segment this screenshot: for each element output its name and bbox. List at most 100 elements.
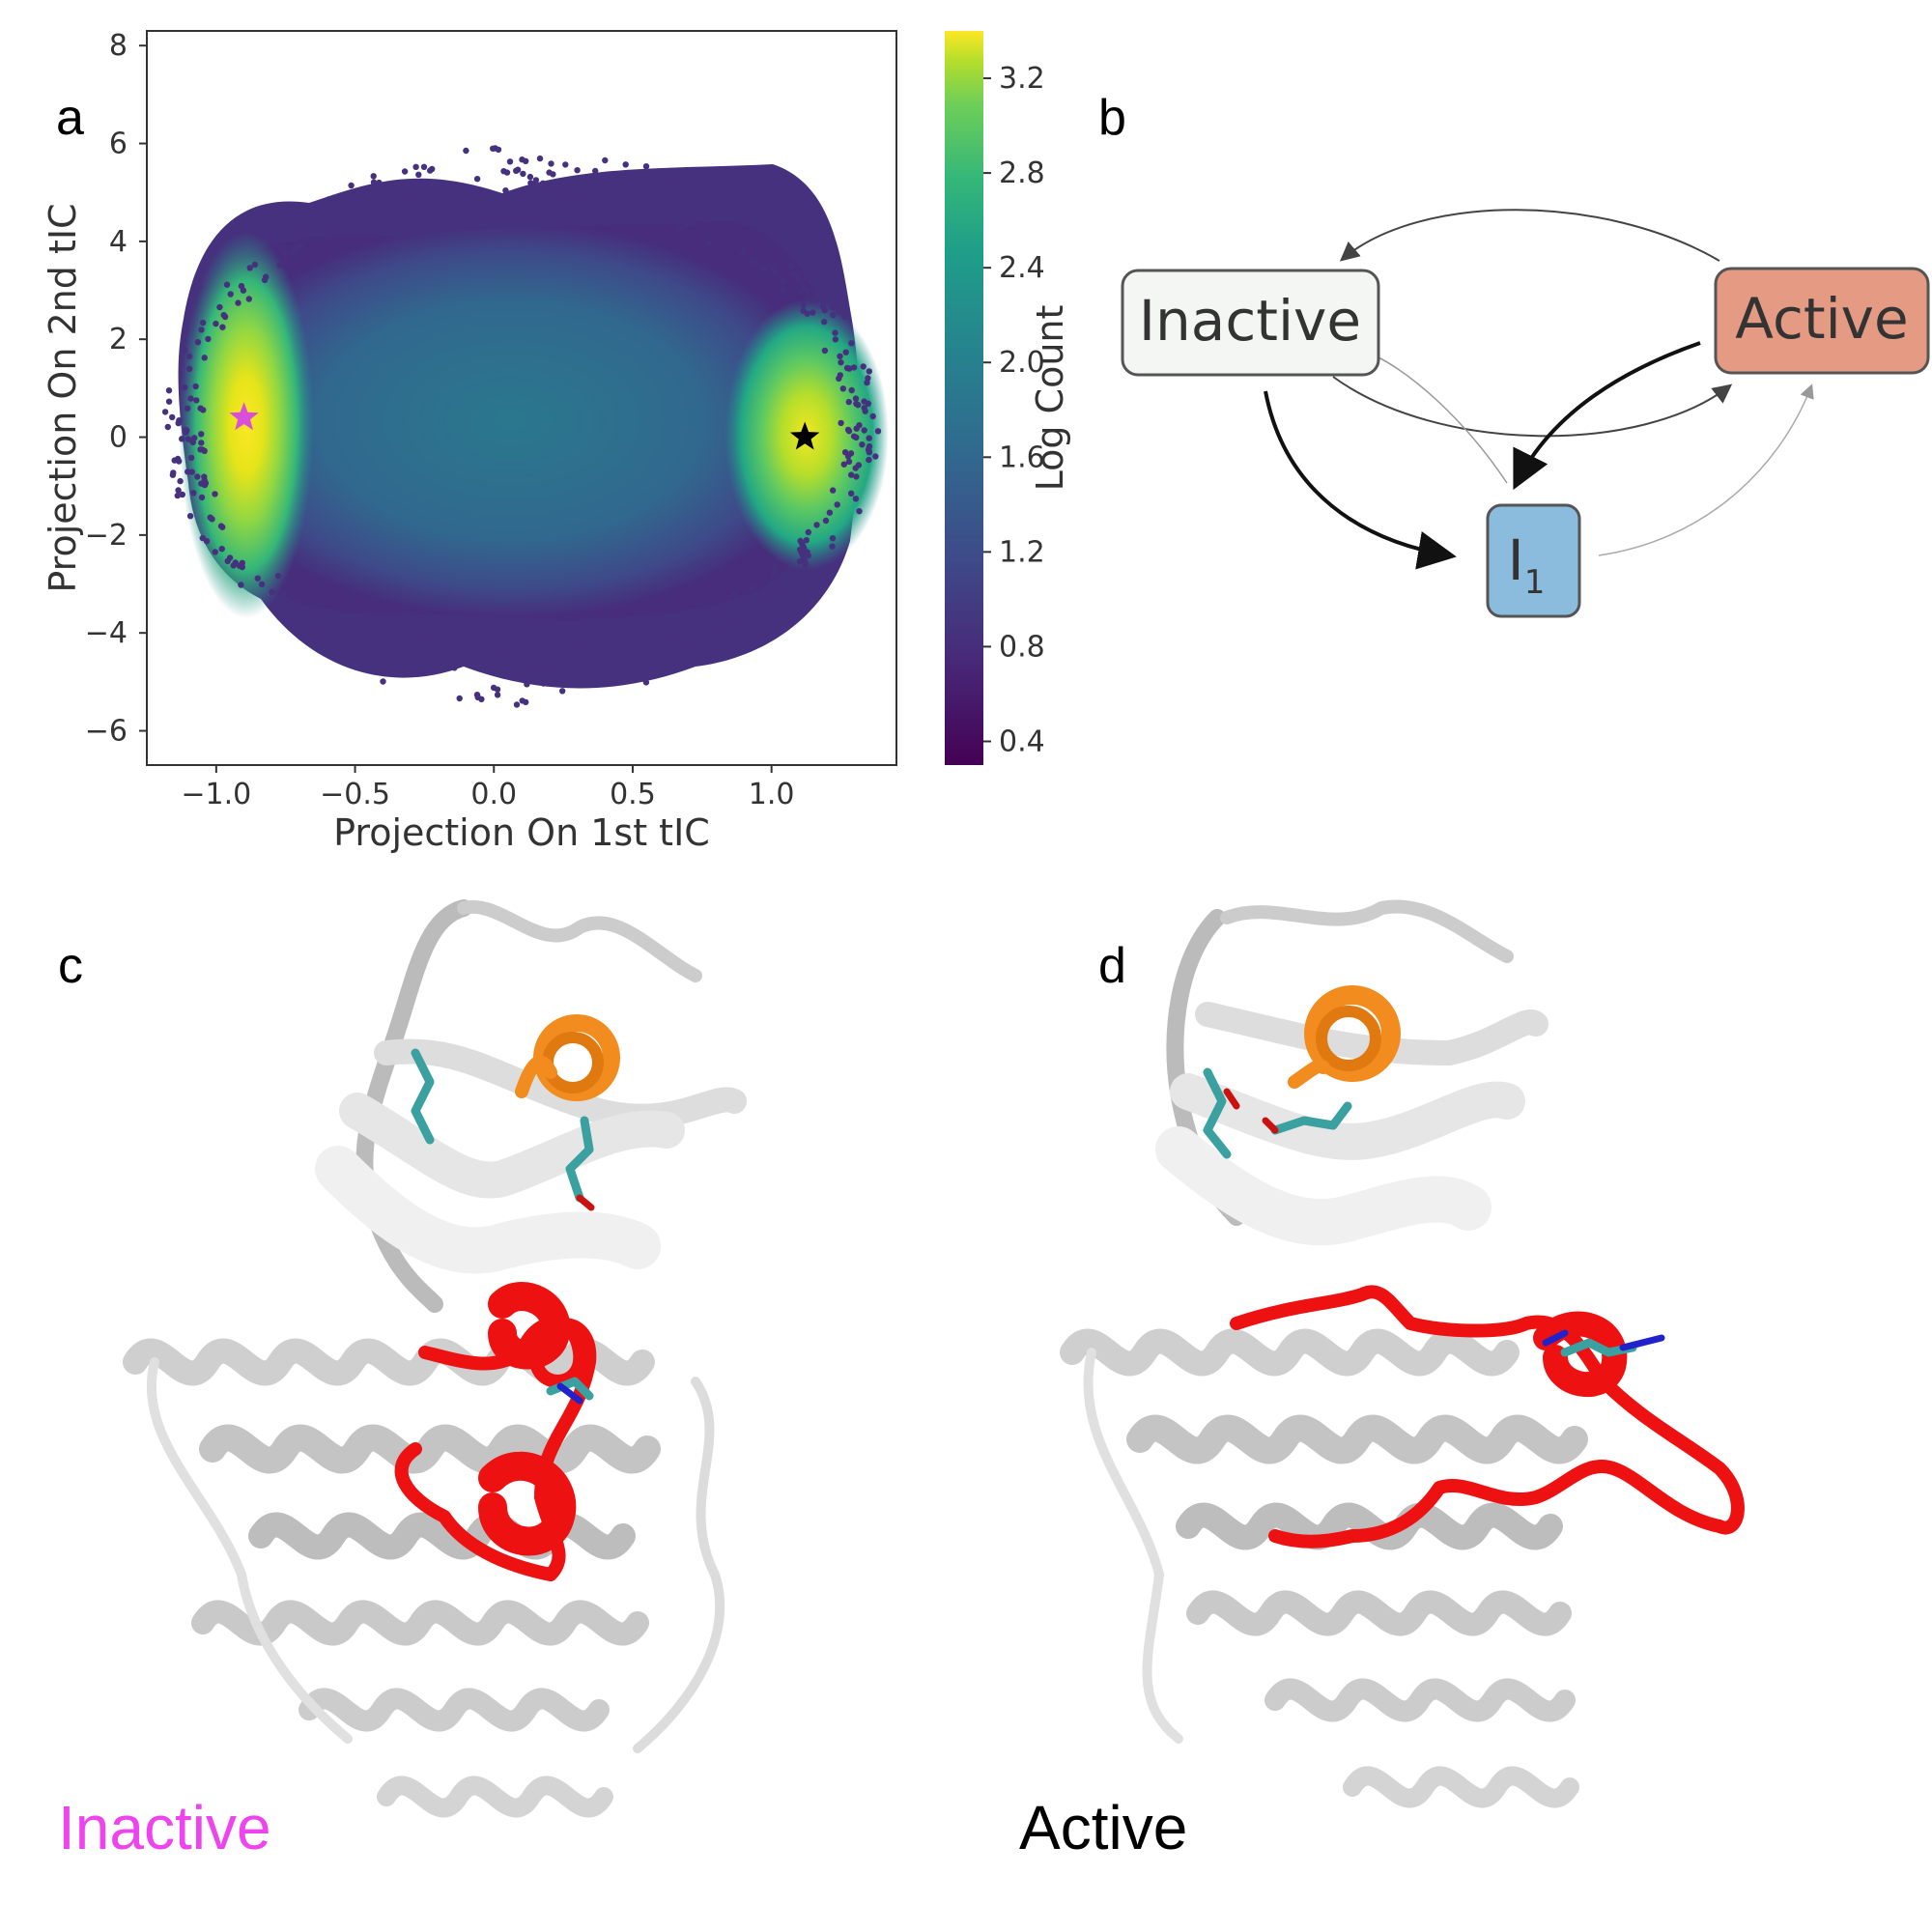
- hexbin-speck: [667, 638, 674, 644]
- hexbin-speck: [682, 221, 690, 228]
- y-tick-label: −6: [85, 715, 128, 749]
- hexbin-speck: [791, 270, 798, 277]
- hexbin-speck: [715, 199, 723, 207]
- hexbin-speck: [600, 175, 608, 182]
- hexbin-speck: [761, 266, 768, 272]
- hexbin-speck: [642, 679, 650, 686]
- hexbin-speck: [680, 189, 687, 197]
- hexbin-speck: [578, 655, 585, 663]
- hexbin-speck: [198, 327, 205, 333]
- hexbin-speck: [813, 522, 820, 528]
- hexbin-speck: [655, 655, 662, 662]
- hexbin-speck: [179, 436, 185, 442]
- hexbin-speck: [205, 335, 212, 343]
- hexbin-speck: [771, 594, 778, 601]
- hexbin-speck: [559, 195, 566, 202]
- x-tick-label: −1.0: [181, 778, 251, 811]
- hexbin-speck: [514, 166, 522, 173]
- node-active-label: Active: [1735, 286, 1908, 352]
- hexbin-speck: [785, 593, 792, 600]
- hexbin-speck: [275, 236, 283, 242]
- hexbin-speck: [412, 205, 419, 213]
- hexbin-speck: [872, 453, 879, 460]
- hexbin-speck: [853, 434, 860, 440]
- hexbin-speck: [829, 543, 836, 550]
- hexbin-speck: [164, 423, 171, 431]
- hexbin-speck: [730, 589, 738, 597]
- hexbin-speck: [415, 171, 422, 178]
- x-tick-label: 0.5: [610, 778, 656, 811]
- edge-i1-to-inactive: [1354, 345, 1508, 484]
- hexbin-speck: [426, 635, 433, 642]
- hexbin-speck: [263, 273, 270, 280]
- hexbin-speck: [490, 145, 497, 152]
- hexbin-speck: [677, 657, 684, 664]
- y-tick-label: 0: [109, 421, 128, 455]
- colorbar-tick-label: 0.8: [999, 630, 1045, 664]
- hexbin-speck: [853, 473, 860, 480]
- hexbin-speck: [722, 619, 729, 626]
- hexbin-speck: [861, 427, 867, 434]
- hexbin-speck: [845, 398, 852, 406]
- hexbin-speck: [201, 477, 208, 484]
- hexbin-speck: [361, 213, 368, 220]
- hexbin-speck: [548, 160, 554, 167]
- hexbin-speck: [848, 386, 855, 394]
- hexbin-speck: [547, 650, 554, 658]
- hexbin-speck: [852, 395, 860, 402]
- hexbin-speck: [523, 157, 529, 164]
- hexbin-speck: [562, 161, 569, 168]
- hexbin-speck: [392, 632, 400, 639]
- hexbin-speck: [848, 490, 855, 497]
- hexbin-speck: [513, 701, 521, 708]
- hexbin-speck: [741, 246, 748, 253]
- hexbin-speck: [519, 671, 526, 678]
- hexbin-speck: [661, 629, 668, 636]
- hexbin-speck: [506, 158, 514, 165]
- hexbin-speck: [186, 353, 193, 360]
- hexbin-speck: [348, 182, 355, 189]
- y-tick-label: 4: [109, 225, 128, 259]
- hexbin-speck: [650, 214, 658, 221]
- hexbin-speck: [497, 662, 505, 668]
- hexbin-speck: [238, 582, 244, 588]
- hexbin-speck: [836, 308, 842, 316]
- hexbin-speck: [848, 471, 855, 478]
- hexbin-speck: [363, 619, 370, 626]
- hexbin-speck: [319, 611, 326, 619]
- hexbin-speck: [745, 605, 752, 611]
- hexbin-speck: [169, 413, 176, 421]
- hexbin-speck: [348, 206, 355, 213]
- hexbin-speck: [404, 632, 411, 639]
- hexbin-speck: [570, 652, 577, 659]
- hexbin-speck: [627, 177, 635, 184]
- hexbin-speck: [689, 220, 696, 227]
- hexbin-speck: [219, 524, 226, 530]
- colorbar-tick-label: 1.2: [999, 535, 1045, 569]
- hexbin-speck: [176, 417, 183, 424]
- hexbin-speck: [547, 184, 554, 190]
- hexbin-speck: [376, 179, 383, 186]
- hexbin-speck: [809, 296, 816, 303]
- hexbin-speck: [218, 546, 225, 553]
- hexbin-speck: [330, 222, 337, 230]
- hexbin-speck: [592, 167, 599, 175]
- hexbin-speck: [274, 572, 282, 580]
- hexbin-speck: [874, 428, 882, 435]
- x-tick-label: −0.5: [320, 778, 390, 811]
- hexbin-speck: [536, 155, 544, 162]
- hexbin-speck: [804, 287, 811, 295]
- hexbin-speck: [207, 514, 213, 521]
- hexbin-speck: [339, 229, 346, 236]
- hexbin-speck: [490, 684, 497, 692]
- hexbin-speck: [859, 441, 866, 448]
- node-i1-subscript: 1: [1524, 563, 1546, 602]
- hexbin-speck: [728, 636, 735, 642]
- hexbin-speck: [780, 277, 786, 284]
- hexbin-speck: [628, 193, 636, 201]
- hexbin-speck: [716, 611, 723, 619]
- hexbin-speck: [832, 329, 838, 336]
- hexbin-speck: [464, 659, 470, 667]
- hexbin-speck: [407, 193, 414, 200]
- hexbin-speck: [380, 678, 386, 685]
